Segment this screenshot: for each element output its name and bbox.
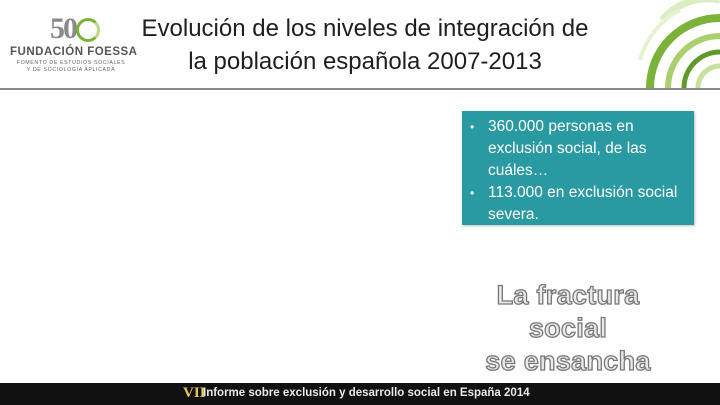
highlight-line2: se ensancha [485, 345, 651, 376]
info-bullet-2: 113.000 en exclusión social severa. [466, 182, 686, 226]
highlight-text: La fractura social se ensancha [458, 279, 678, 378]
logo-subtitle-line1: Fomento de Estudios Sociales [16, 60, 126, 66]
highlight-line1: La fractura social [496, 279, 640, 343]
footer-roman-numeral: VII [183, 385, 206, 401]
info-box: 360.000 personas en exclusión social, de… [462, 111, 694, 225]
info-bullet-1: 360.000 personas en exclusión social, de… [466, 116, 686, 182]
info-bullets: 360.000 personas en exclusión social, de… [466, 116, 686, 226]
slide-footer: VII Informe sobre exclusión y desarrollo… [0, 383, 720, 405]
foessa-logo: 50 FUNDACIÓN FOESSA Fomento de Estudios … [10, 10, 138, 73]
logo-subtitle-line2: y de Sociología Aplicada [26, 67, 116, 73]
logo-number: 50 [50, 12, 78, 45]
slide-title-line1: Evolución de los niveles de integración … [141, 15, 589, 42]
green-arcs-decoration-icon [638, 0, 720, 88]
logo-org-name: FUNDACIÓN FOESSA [10, 46, 138, 58]
logo-ring-icon [76, 18, 100, 42]
slide-title: Evolución de los niveles de integración … [130, 12, 600, 78]
slide-title-line2: la población española 2007-2013 [188, 48, 542, 75]
slide-header: 50 FUNDACIÓN FOESSA Fomento de Estudios … [0, 0, 720, 90]
footer-text: Informe sobre exclusión y desarrollo soc… [203, 387, 530, 399]
